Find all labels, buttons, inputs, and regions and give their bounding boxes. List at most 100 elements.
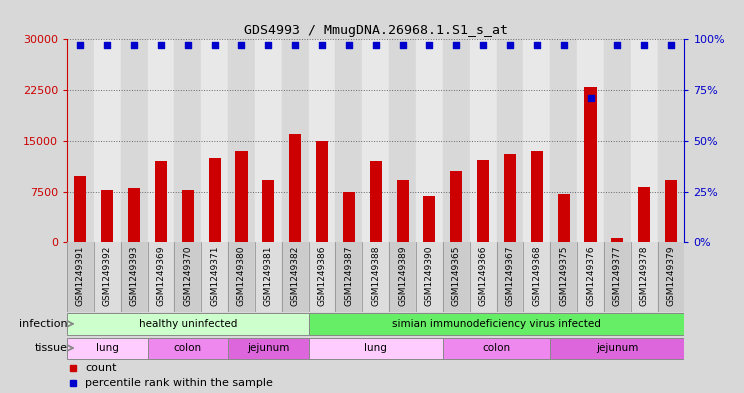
Text: GSM1249392: GSM1249392 [103, 246, 112, 306]
Bar [309, 338, 443, 359]
Text: GSM1249378: GSM1249378 [640, 246, 649, 307]
Text: healthy uninfected: healthy uninfected [138, 319, 237, 329]
Point [343, 42, 355, 49]
Bar [604, 39, 631, 242]
Bar [416, 242, 443, 312]
Bar [523, 39, 551, 242]
Bar [255, 242, 282, 312]
Bar [182, 190, 194, 242]
Title: GDS4993 / MmugDNA.26968.1.S1_s_at: GDS4993 / MmugDNA.26968.1.S1_s_at [244, 24, 507, 37]
Bar [147, 338, 228, 359]
Bar [496, 39, 523, 242]
Point [665, 42, 677, 49]
Bar [336, 242, 362, 312]
Text: GSM1249390: GSM1249390 [425, 246, 434, 307]
Text: infection: infection [19, 319, 68, 329]
Bar [443, 242, 469, 312]
Bar [585, 87, 597, 242]
Bar [289, 134, 301, 242]
Bar [604, 242, 631, 312]
Bar [389, 242, 416, 312]
Text: jejunum: jejunum [596, 343, 638, 353]
Bar [228, 242, 255, 312]
Bar [147, 39, 174, 242]
Bar [370, 161, 382, 242]
Point [316, 42, 328, 49]
Bar [336, 39, 362, 242]
Text: tissue: tissue [34, 343, 68, 353]
Point [450, 42, 462, 49]
Point [74, 42, 86, 49]
Point [638, 42, 650, 49]
Text: GSM1249367: GSM1249367 [505, 246, 514, 307]
Point [370, 42, 382, 49]
Text: GSM1249379: GSM1249379 [667, 246, 676, 307]
Bar [228, 39, 255, 242]
Point [477, 42, 489, 49]
Point [585, 95, 597, 101]
Bar [174, 39, 201, 242]
Point [558, 42, 570, 49]
Bar [121, 39, 147, 242]
Text: GSM1249386: GSM1249386 [318, 246, 327, 307]
Bar [551, 242, 577, 312]
Bar [443, 39, 469, 242]
Bar [665, 180, 677, 242]
Bar [658, 39, 684, 242]
Point [397, 42, 408, 49]
Point [612, 42, 623, 49]
Bar [67, 242, 94, 312]
Bar [309, 242, 336, 312]
Bar [504, 154, 516, 242]
Bar [469, 39, 496, 242]
Text: GSM1249387: GSM1249387 [344, 246, 353, 307]
Bar [309, 314, 684, 335]
Bar [557, 194, 570, 242]
Bar [201, 242, 228, 312]
Point [289, 42, 301, 49]
Text: simian immunodeficiency virus infected: simian immunodeficiency virus infected [392, 319, 601, 329]
Bar [147, 242, 174, 312]
Bar [450, 171, 462, 242]
Text: lung: lung [365, 343, 387, 353]
Text: count: count [86, 363, 117, 373]
Bar [638, 187, 650, 242]
Point [531, 42, 543, 49]
Bar [67, 338, 147, 359]
Bar [530, 151, 543, 242]
Text: GSM1249388: GSM1249388 [371, 246, 380, 307]
Bar [389, 39, 416, 242]
Bar [523, 242, 551, 312]
Bar [551, 338, 684, 359]
Bar [316, 141, 328, 242]
Bar [469, 242, 496, 312]
Text: GSM1249382: GSM1249382 [291, 246, 300, 306]
Text: GSM1249371: GSM1249371 [210, 246, 219, 307]
Bar [121, 242, 147, 312]
Text: percentile rank within the sample: percentile rank within the sample [86, 378, 273, 388]
Bar [74, 176, 86, 242]
Bar [67, 314, 309, 335]
Point [263, 42, 275, 49]
Text: GSM1249381: GSM1249381 [264, 246, 273, 307]
Bar [94, 242, 121, 312]
Bar [101, 189, 113, 242]
Text: GSM1249365: GSM1249365 [452, 246, 461, 307]
Bar [282, 39, 309, 242]
Bar [174, 242, 201, 312]
Bar [631, 242, 658, 312]
Text: GSM1249368: GSM1249368 [532, 246, 542, 307]
Bar [343, 192, 355, 242]
Text: GSM1249369: GSM1249369 [156, 246, 165, 307]
Text: GSM1249393: GSM1249393 [129, 246, 138, 307]
Bar [423, 196, 435, 242]
Point [504, 42, 516, 49]
Text: GSM1249366: GSM1249366 [478, 246, 487, 307]
Bar [577, 39, 604, 242]
Bar [228, 338, 309, 359]
Text: colon: colon [173, 343, 202, 353]
Point [101, 42, 113, 49]
Point [423, 42, 435, 49]
Text: GSM1249391: GSM1249391 [76, 246, 85, 307]
Bar [658, 242, 684, 312]
